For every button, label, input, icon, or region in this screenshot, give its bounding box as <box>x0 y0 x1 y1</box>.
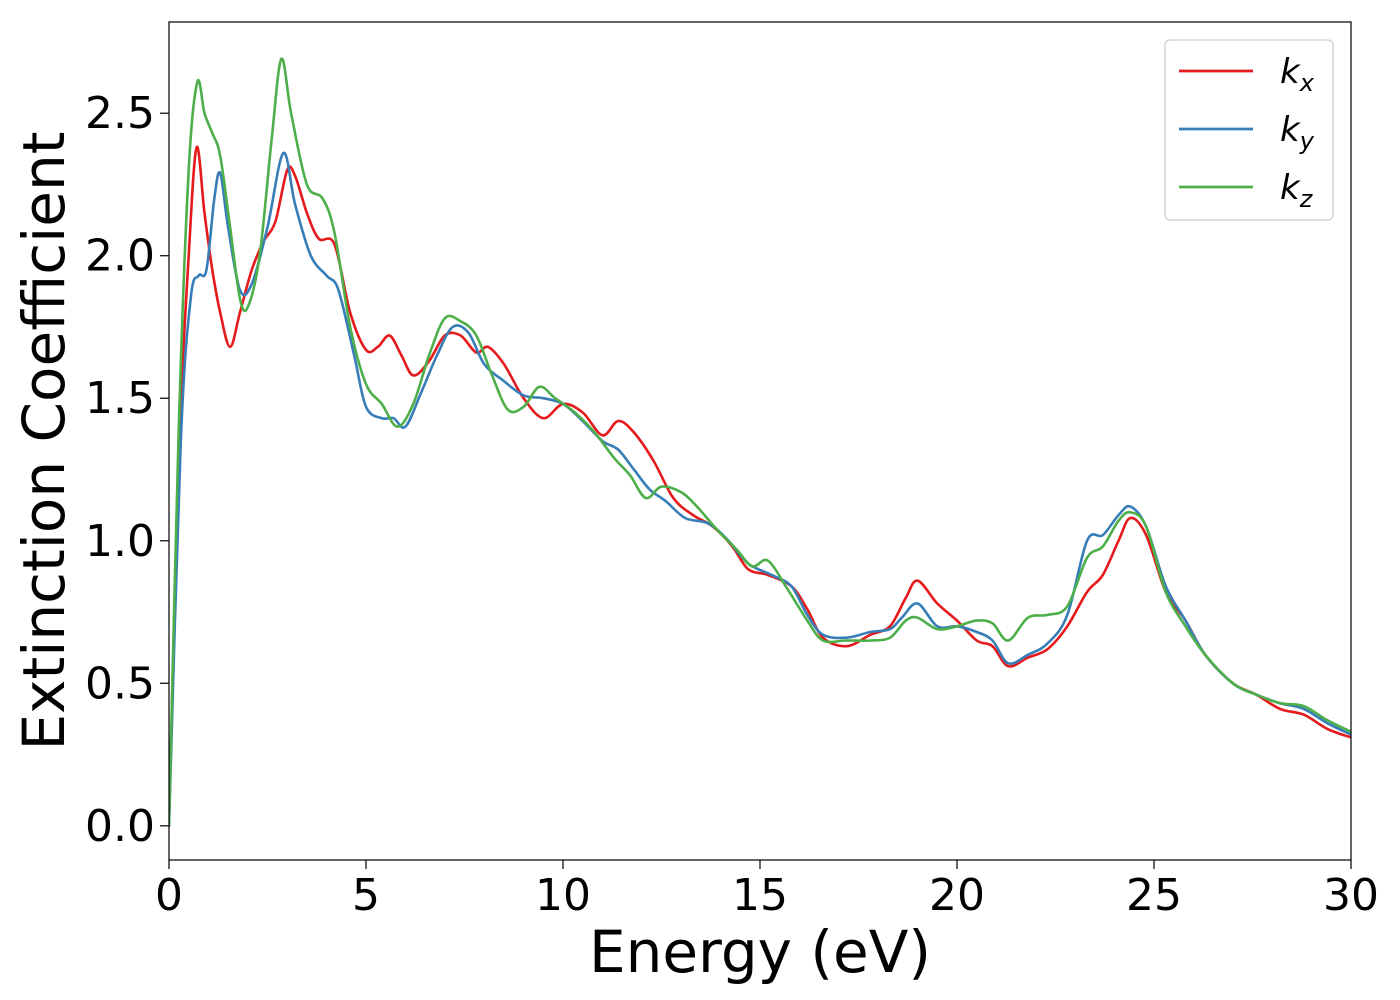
y-tick-label: 1.5 <box>85 373 155 424</box>
legend-label-base: k <box>1280 168 1301 208</box>
legend-label-y: ky <box>1280 110 1315 155</box>
x-tick-label: 20 <box>929 870 985 921</box>
legend-label-subscript: x <box>1299 69 1315 97</box>
series-line-kz <box>169 57 1351 828</box>
x-tick-label: 25 <box>1126 870 1182 921</box>
legend-label-z: kz <box>1280 168 1314 213</box>
legend-label-subscript: y <box>1299 127 1315 155</box>
x-tick-label: 30 <box>1323 870 1379 921</box>
y-tick-label: 2.0 <box>85 231 155 282</box>
y-tick-label: 1.0 <box>85 516 155 567</box>
y-tick-label: 0.5 <box>85 658 155 709</box>
y-axis-title: Extinction Coefficient <box>10 132 78 751</box>
series-lines <box>169 57 1351 828</box>
axis-ticks: 0 5 10 15 20 25 30 0.0 0.5 1.0 1.5 2.0 2.5 <box>85 88 1379 921</box>
x-tick-label: 0 <box>155 870 183 921</box>
y-tick-label: 0.0 <box>85 801 155 852</box>
legend-label-x: kx <box>1280 52 1315 97</box>
x-axis-title: Energy (eV) <box>589 918 931 986</box>
series-line-ky <box>169 151 1351 828</box>
series-line-kx <box>169 145 1351 828</box>
x-tick-label: 15 <box>732 870 788 921</box>
legend-label-subscript: z <box>1299 185 1314 213</box>
legend-label-base: k <box>1280 52 1301 92</box>
legend-label-base: k <box>1280 110 1301 150</box>
y-tick-label: 2.5 <box>85 88 155 139</box>
x-tick-label: 5 <box>352 870 380 921</box>
x-tick-label: 10 <box>535 870 591 921</box>
